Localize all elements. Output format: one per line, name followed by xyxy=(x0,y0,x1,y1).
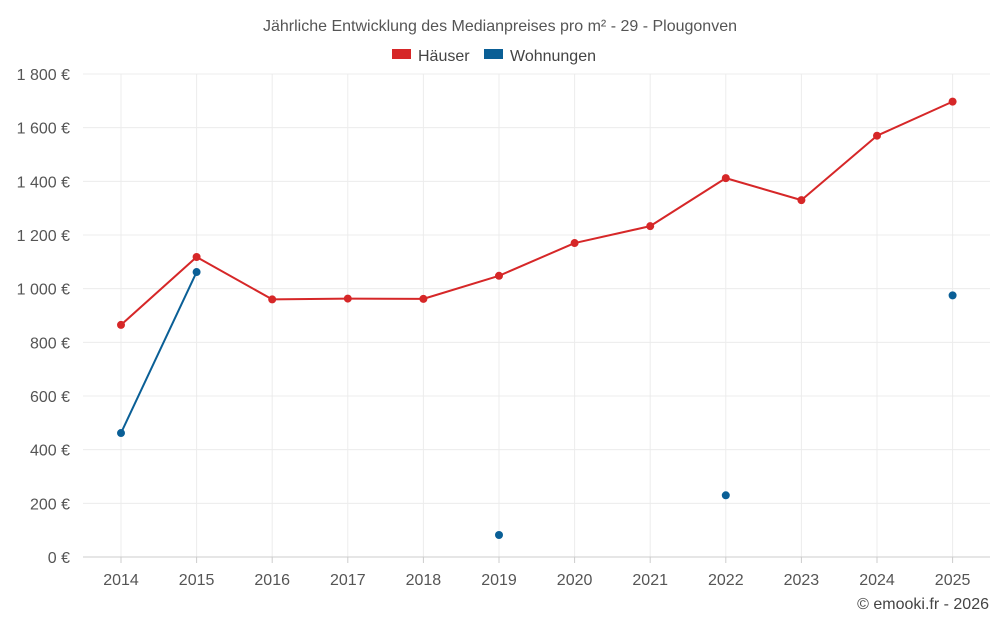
y-tick-label: 400 € xyxy=(30,443,70,460)
legend-label-wohnungen: Wohnungen xyxy=(510,48,596,65)
wohnungen-point-2019[interactable] xyxy=(495,530,503,539)
haeuser-point-2021[interactable] xyxy=(646,222,655,231)
haeuser-line-segment xyxy=(498,242,576,277)
series xyxy=(117,97,957,539)
haeuser-point-2014[interactable] xyxy=(117,320,125,329)
haeuser-point-2018[interactable] xyxy=(419,294,428,303)
haeuser-line-segment xyxy=(724,177,803,202)
x-tick-label: 2023 xyxy=(784,572,820,589)
haeuser-line-segment xyxy=(573,225,652,245)
chart-title: Jährliche Entwicklung des Medianpreises … xyxy=(263,18,737,35)
legend: Häuser Wohnungen xyxy=(392,48,596,65)
y-tick-label: 1 200 € xyxy=(17,228,70,245)
y-tick-label: 600 € xyxy=(30,389,70,406)
legend-item-haeuser[interactable]: Häuser xyxy=(392,48,470,65)
y-tick-label: 1 800 € xyxy=(17,67,70,84)
y-tick-label: 200 € xyxy=(30,496,70,513)
legend-swatch-haeuser xyxy=(392,49,411,59)
x-tick-label: 2025 xyxy=(935,572,971,589)
x-tick-label: 2016 xyxy=(254,572,290,589)
haeuser-point-2022[interactable] xyxy=(721,174,730,183)
x-tick-label: 2017 xyxy=(330,572,366,589)
legend-item-wohnungen[interactable]: Wohnungen xyxy=(484,48,596,65)
wohnungen-point-2015[interactable] xyxy=(192,268,201,277)
haeuser-point-2017[interactable] xyxy=(343,294,352,303)
legend-label-haeuser: Häuser xyxy=(418,48,470,65)
haeuser-point-2019[interactable] xyxy=(495,271,503,280)
x-tick-label: 2021 xyxy=(632,572,668,589)
x-tick-label: 2022 xyxy=(708,572,744,589)
haeuser-point-2020[interactable] xyxy=(570,239,579,248)
haeuser-line-segment xyxy=(800,134,878,202)
wohnungen-point-2022[interactable] xyxy=(721,491,730,500)
x-tick-label: 2019 xyxy=(481,572,517,589)
x-tick-label: 2018 xyxy=(406,572,442,589)
y-tick-label: 0 € xyxy=(48,550,70,567)
x-tick-label: 2024 xyxy=(859,572,895,589)
series-haeuser xyxy=(117,97,957,329)
y-tick-label: 1 600 € xyxy=(17,121,70,138)
y-tick-label: 800 € xyxy=(30,335,70,352)
grid xyxy=(83,73,990,557)
haeuser-point-2024[interactable] xyxy=(873,131,881,140)
wohnungen-line-segment xyxy=(120,271,198,435)
haeuser-line-segment xyxy=(120,256,198,326)
haeuser-point-2025[interactable] xyxy=(948,97,957,106)
wohnungen-point-2025[interactable] xyxy=(948,291,957,300)
haeuser-line-segment xyxy=(422,274,500,300)
y-tick-label: 1 000 € xyxy=(17,282,70,299)
x-tick-label: 2015 xyxy=(179,572,215,589)
haeuser-line-segment xyxy=(876,100,954,137)
axes: 0 € 200 € 400 € 600 € 800 € 1 000 € 1 200 € 1 4… xyxy=(17,67,990,589)
y-tick-label: 1 400 € xyxy=(17,174,70,191)
haeuser-point-2015[interactable] xyxy=(192,253,201,262)
x-tick-label: 2020 xyxy=(557,572,593,589)
wohnungen-point-2014[interactable] xyxy=(117,429,125,438)
x-tick-label: 2014 xyxy=(103,572,139,589)
legend-swatch-wohnungen xyxy=(484,49,503,59)
haeuser-line-segment xyxy=(195,256,274,301)
haeuser-point-2023[interactable] xyxy=(797,196,806,205)
series-wohnungen xyxy=(117,268,957,539)
credit-text: © emooki.fr - 2026 xyxy=(857,596,989,613)
haeuser-line-segment xyxy=(649,177,727,228)
haeuser-line-segment xyxy=(271,297,349,301)
haeuser-point-2016[interactable] xyxy=(268,295,277,304)
